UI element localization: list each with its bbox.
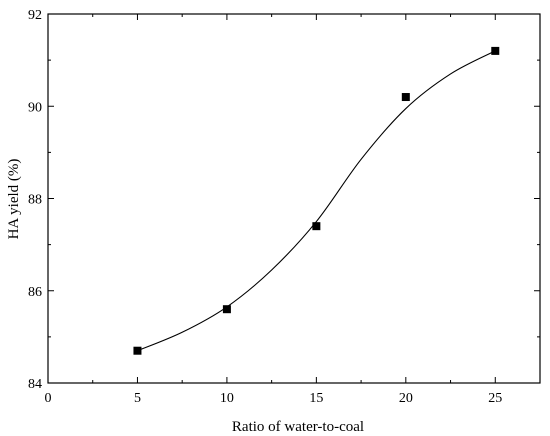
data-point: [222, 305, 231, 314]
tick-labels: 0 5 10 15 20 25 84 86 88 90 92: [28, 8, 502, 406]
fit-curve: [137, 50, 496, 352]
y-tick-label: 92: [28, 8, 42, 23]
x-tick-label: 0: [45, 391, 52, 406]
x-tick-label: 5: [134, 391, 141, 406]
axis-ticks: [47, 13, 541, 384]
x-tick-label: 25: [488, 391, 502, 406]
y-tick-label: 84: [28, 377, 42, 392]
plot-border: [47, 13, 541, 384]
y-tick-label: 88: [28, 193, 42, 208]
x-tick-label: 20: [399, 391, 413, 406]
data-point: [401, 93, 410, 102]
data-point: [312, 222, 321, 231]
data-point: [133, 346, 142, 355]
data-point: [491, 46, 500, 55]
y-tick-label: 86: [28, 285, 42, 300]
data-points: [133, 46, 500, 355]
y-axis-title: HA yield (%): [6, 159, 22, 240]
x-axis-title: Ratio of water-to-coal: [232, 419, 364, 435]
x-tick-label: 10: [220, 391, 234, 406]
plot-frame: [47, 13, 541, 384]
x-tick-label: 15: [309, 391, 323, 406]
y-tick-label: 90: [28, 100, 42, 115]
